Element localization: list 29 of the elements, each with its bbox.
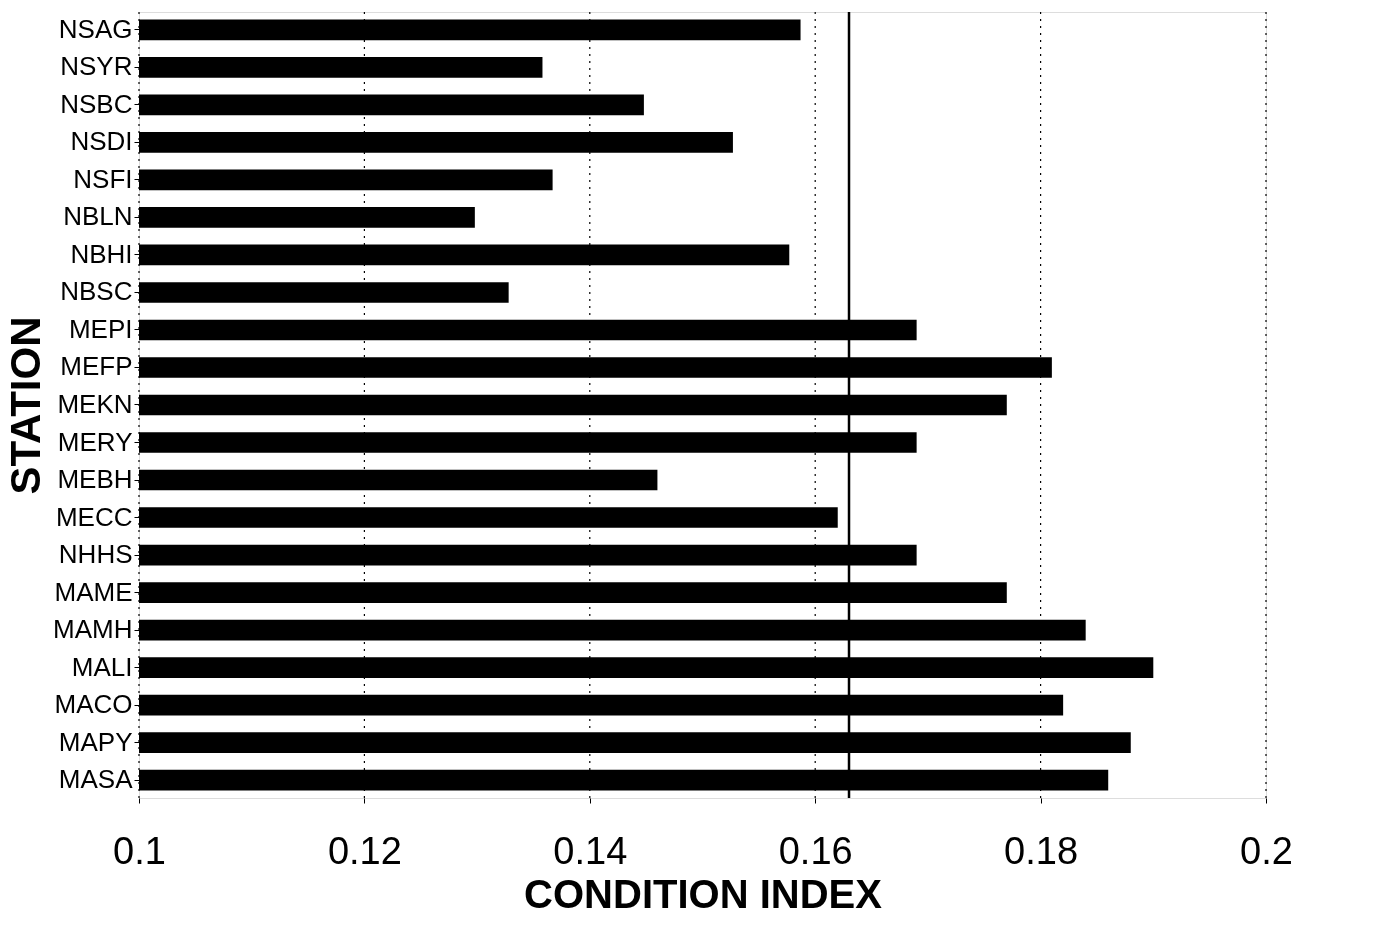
x-tick-label: 0.2	[1240, 829, 1293, 872]
y-tick-label: NBSC	[60, 276, 133, 307]
y-tick-label: NSAG	[58, 13, 133, 44]
x-tick-label: 0.18	[1004, 829, 1079, 872]
y-tick-label: MEPI	[68, 313, 133, 344]
y-tick-label: MERY	[57, 426, 133, 457]
y-tick-label: NSBC	[60, 88, 133, 119]
y-tick-label: MASA	[58, 764, 134, 795]
y-tick-label: MEFP	[60, 351, 133, 382]
y-tick-label: MALI	[71, 651, 133, 682]
y-tick-label: MEBH	[57, 464, 133, 495]
y-tick-label: NSFI	[73, 163, 133, 194]
y-tick-label: MAPY	[58, 726, 133, 757]
x-tick-label: 0.14	[553, 829, 628, 872]
y-tick-label: NSDI	[70, 126, 133, 157]
x-tick-label: 0.16	[778, 829, 853, 872]
y-tick-label: MACO	[54, 689, 133, 720]
y-tick-label: MECC	[55, 501, 133, 532]
y-axis-title: STATION	[2, 316, 50, 495]
y-tick-label: NHHS	[58, 539, 133, 570]
x-tick-label: 0.12	[327, 829, 402, 872]
y-tick-label: NBHI	[70, 238, 133, 269]
y-tick-label: MAME	[54, 576, 133, 607]
y-tick-label: NBLN	[63, 201, 133, 232]
y-tick-label: MAMH	[53, 614, 133, 645]
y-tick-label: MEKN	[57, 389, 133, 419]
x-axis-title: CONDITION INDEX	[524, 871, 883, 916]
x-tick-label: 0.1	[113, 829, 166, 872]
y-tick-label: NSYR	[60, 51, 133, 82]
